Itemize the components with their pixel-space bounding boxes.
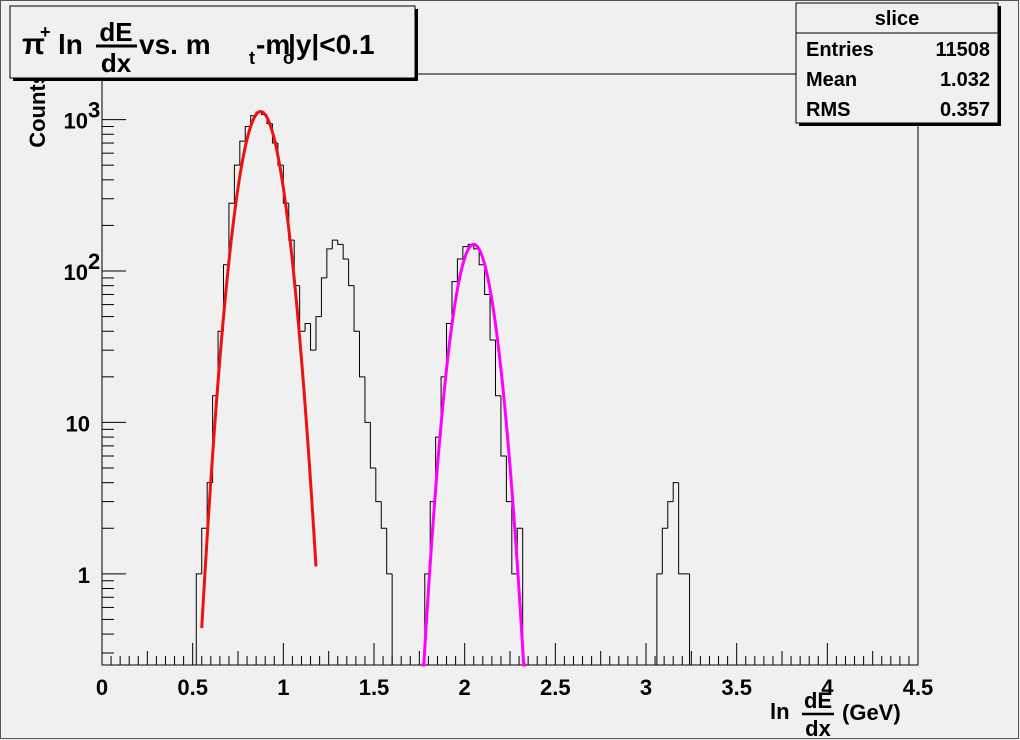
- y-tick-exponent: 3: [88, 98, 100, 123]
- y-tick-exponent: 2: [88, 249, 100, 274]
- histogram-bin: [233, 164, 240, 204]
- histogram-bin: [337, 240, 344, 245]
- histogram-bin: [489, 294, 496, 341]
- title-rest-c: |y|<0.1: [288, 29, 375, 60]
- x-axis-label: ln dE dx (GeV): [770, 688, 901, 740]
- histogram-bin: [451, 281, 458, 324]
- histogram-bin: [195, 573, 202, 665]
- x-tick-label: 4: [821, 675, 834, 700]
- x-tick-label: 0.5: [177, 675, 208, 700]
- histogram-bin: [478, 248, 485, 266]
- stats-box-frame: [795, 2, 999, 124]
- histogram-bin: [456, 258, 463, 282]
- title-ln: ln: [58, 29, 83, 60]
- title-box-frame: [9, 5, 416, 79]
- x-axis: 0 0.5 1 1.5 2 2.5 3 3.5 4 4.5: [96, 643, 933, 700]
- histogram-bin: [484, 264, 491, 295]
- y-tick-label: 10: [64, 109, 88, 134]
- x-label-frac-num: dE: [804, 688, 832, 713]
- histogram-bin: [386, 528, 393, 575]
- x-tick-label: 0: [96, 675, 108, 700]
- histogram-bin: [494, 340, 501, 397]
- title-particle: π: [22, 28, 45, 61]
- histogram-bin: [244, 126, 251, 142]
- histogram-bin: [656, 573, 663, 665]
- histogram-bin: [511, 501, 518, 575]
- histogram-bin: [201, 527, 208, 574]
- x-label-frac-den: dx: [805, 716, 831, 740]
- stats-value-entries: 11508: [935, 39, 990, 61]
- y-tick-label: 10: [64, 260, 88, 285]
- histogram-bin: [331, 239, 338, 249]
- x-tick-label: 2.5: [540, 675, 571, 700]
- gaussian-fit-magenta: [421, 242, 527, 667]
- x-label-unit: (GeV): [842, 700, 901, 725]
- title-particle-sup: +: [40, 22, 51, 42]
- histogram-bin: [661, 527, 668, 574]
- histogram-bin: [239, 140, 246, 166]
- y-axis-label: Counts: [25, 72, 50, 148]
- title-frac-den: dx: [101, 48, 132, 78]
- x-tick-label: 3.5: [721, 675, 752, 700]
- histogram-bin: [672, 482, 679, 502]
- x-tick-label: 4.5: [903, 675, 934, 700]
- histogram-bin: [326, 248, 333, 278]
- histogram-bin: [320, 277, 327, 317]
- histogram-bin: [304, 323, 311, 332]
- plot-frame: [101, 73, 919, 666]
- stats-box: slice Entries 11508 Mean 1.032 RMS 0.357: [795, 2, 1001, 126]
- y-tick-label: 1: [78, 563, 90, 588]
- histogram-bin: [310, 323, 316, 351]
- title-frac-num: dE: [99, 17, 132, 47]
- stats-label-rms: RMS: [806, 99, 850, 121]
- stats-value-mean: 1.032: [940, 69, 990, 91]
- title-rest-a: vs. m: [139, 29, 211, 60]
- fit-layer: [200, 110, 527, 667]
- stats-label-entries: Entries: [806, 39, 874, 61]
- title-rest-a-sub: t: [249, 48, 255, 68]
- histogram-bin: [315, 316, 322, 351]
- histogram-bin: [342, 244, 349, 260]
- title-rest-b-sub: o: [283, 48, 294, 68]
- stats-value-rms: 0.357: [940, 99, 990, 121]
- histogram-bin: [500, 395, 507, 457]
- x-label-ln: ln: [770, 699, 790, 724]
- x-tick-label: 3: [640, 675, 652, 700]
- histogram-bin: [667, 501, 674, 529]
- stats-title: slice: [875, 8, 919, 30]
- histogram-bin: [462, 246, 469, 260]
- histogram-bin: [353, 285, 360, 332]
- histogram-bin: [228, 202, 235, 265]
- histogram-bin: [380, 501, 387, 529]
- x-tick-label: 1: [277, 675, 289, 700]
- histogram-bin: [505, 456, 512, 503]
- histogram-bin: [678, 482, 685, 575]
- y-tick-label: 10: [66, 411, 90, 436]
- title-box: π + ln dE dx vs. m t -m o |y|<0.1: [9, 5, 418, 81]
- histogram-bin: [364, 376, 371, 423]
- x-tick-label: 1.5: [359, 675, 390, 700]
- gaussian-fit-red: [200, 110, 318, 629]
- title-rest-b: -m: [256, 29, 290, 60]
- histogram-bin: [375, 468, 382, 503]
- histogram-bin: [348, 259, 355, 287]
- histogram-bin: [369, 422, 376, 469]
- stats-label-mean: Mean: [806, 69, 857, 91]
- x-tick-label: 2: [459, 675, 471, 700]
- histogram-bin: [358, 331, 365, 378]
